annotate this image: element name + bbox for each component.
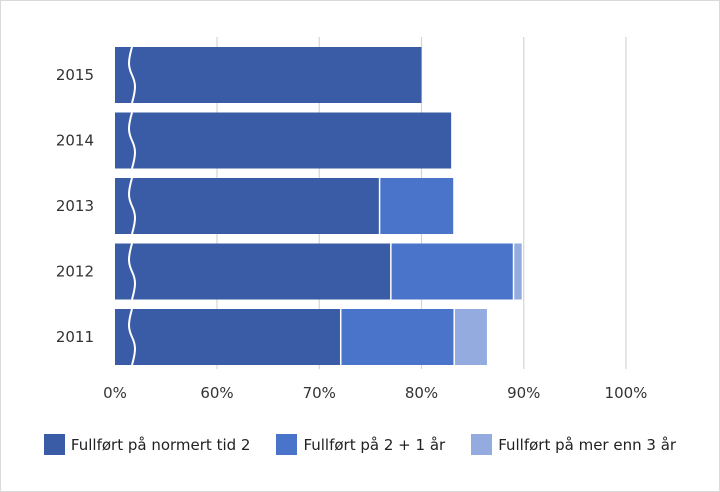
legend-label-series-2: Fullført på 2 + 1 år: [303, 435, 446, 454]
axis-break-2013: [128, 177, 136, 235]
legend-label-series-3: Fullført på mer enn 3 år: [498, 435, 677, 454]
legend-label-series-1: Fullført på normert tid 2: [70, 435, 251, 454]
category-label-2013: 2013: [56, 197, 94, 215]
axis-break-2014: [128, 112, 136, 169]
legend-swatch-series-2: [276, 434, 298, 455]
x-tick-label-60pct: 60%: [200, 384, 233, 402]
legend-item-series-1: Fullført på normert tid 2: [43, 434, 251, 455]
category-label-2015: 2015: [56, 66, 94, 84]
bar-2011-series-2: [340, 309, 455, 365]
category-label-2012: 2012: [56, 263, 94, 281]
bar-2012-series-3: [513, 243, 522, 300]
category-label-2014: 2014: [56, 132, 94, 150]
axis-break-2015: [128, 46, 136, 104]
stacked-bar-chart: 2015 2014 2013 2012 2011 0% 60% 70% 80% 90% 100%: [56, 37, 648, 402]
bar-2012-series-2: [390, 243, 514, 300]
bar-2011-series-3: [454, 309, 487, 365]
legend: Fullført på normert tid 2 Fullført på 2 …: [0, 434, 720, 455]
axis-break-2012: [128, 243, 136, 300]
legend-item-series-3: Fullført på mer enn 3 år: [471, 434, 676, 455]
bar-2011-series-1: [115, 309, 341, 365]
x-tick-label-70pct: 70%: [303, 384, 336, 402]
legend-item-series-2: Fullført på 2 + 1 år: [276, 434, 445, 455]
bar-2015-series-1: [115, 47, 422, 103]
legend-swatch-series-1: [43, 434, 65, 455]
legend-swatch-series-3: [471, 434, 493, 455]
x-tick-label-80pct: 80%: [405, 384, 438, 402]
bar-2014-series-1: [115, 112, 452, 169]
x-tick-label-90pct: 90%: [507, 384, 540, 402]
bar-2013-series-2: [379, 178, 454, 234]
axis-break-2011: [128, 308, 136, 366]
x-tick-label-100pct: 100%: [605, 384, 648, 402]
category-label-2011: 2011: [56, 328, 94, 346]
x-tick-label-0pct: 0%: [103, 384, 127, 402]
bar-2013-series-1: [115, 178, 380, 234]
bar-2012-series-1: [115, 243, 391, 300]
